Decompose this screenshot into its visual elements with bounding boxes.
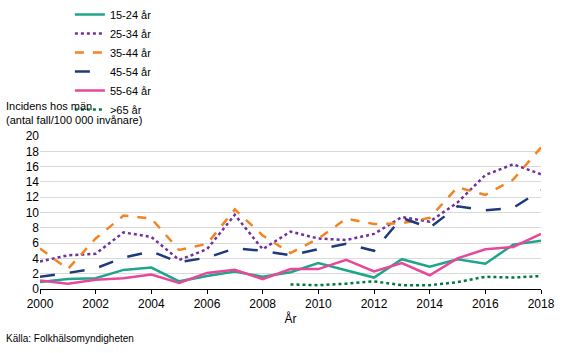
svg-text:2014: 2014 (416, 297, 443, 311)
svg-text:18: 18 (26, 145, 40, 159)
svg-text:2000: 2000 (27, 297, 54, 311)
svg-text:Incidens hos män(antal fall/10: Incidens hos män(antal fall/100 000 invå… (6, 100, 142, 126)
svg-text:2002: 2002 (82, 297, 109, 311)
svg-text:2012: 2012 (361, 297, 388, 311)
svg-text:25-34 år: 25-34 år (110, 28, 151, 40)
svg-text:14: 14 (26, 175, 40, 189)
svg-text:8: 8 (32, 221, 39, 235)
svg-text:>65 år: >65 år (110, 104, 142, 116)
svg-text:4: 4 (32, 252, 39, 266)
svg-text:15-24 år: 15-24 år (110, 9, 151, 21)
svg-text:35-44 år: 35-44 år (110, 47, 151, 59)
svg-text:55-64 år: 55-64 år (110, 85, 151, 97)
svg-text:16: 16 (26, 160, 40, 174)
svg-text:0: 0 (32, 282, 39, 296)
svg-text:2004: 2004 (138, 297, 165, 311)
svg-text:6: 6 (32, 236, 39, 250)
svg-text:2016: 2016 (472, 297, 499, 311)
svg-text:20: 20 (26, 129, 40, 143)
svg-text:År: År (285, 311, 297, 326)
svg-text:2010: 2010 (305, 297, 332, 311)
svg-text:2006: 2006 (194, 297, 221, 311)
svg-text:Källa: Folkhälsomyndigheten: Källa: Folkhälsomyndigheten (6, 333, 134, 344)
svg-text:2: 2 (32, 267, 39, 281)
svg-text:2008: 2008 (249, 297, 276, 311)
svg-text:45-54 år: 45-54 år (110, 66, 151, 78)
svg-text:10: 10 (26, 206, 40, 220)
svg-text:12: 12 (26, 190, 40, 204)
svg-text:2018: 2018 (528, 297, 555, 311)
